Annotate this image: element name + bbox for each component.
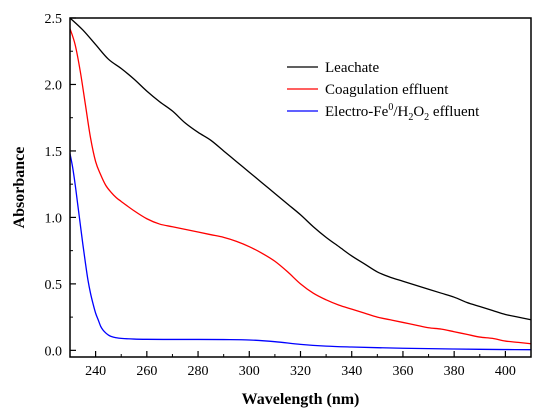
x-tick-label: 240	[85, 364, 106, 379]
y-axis-ticks: 0.0 0.5 1.0 1.5 2.0 2.5	[45, 12, 76, 359]
legend: Leachate Coagulation effluent Electro-Fe0/…	[287, 60, 480, 123]
series-line-1	[69, 28, 532, 345]
legend-label-2: Electro-Fe0/H2O2 effluent	[325, 102, 480, 123]
y-tick-label: 2.0	[45, 78, 63, 93]
x-axis-title: Wavelength (nm)	[242, 391, 360, 408]
x-tick-label: 260	[136, 364, 157, 379]
y-tick-label: 2.5	[45, 12, 63, 27]
x-tick-label: 400	[495, 364, 516, 379]
series-line-0	[69, 17, 532, 321]
series-line-2	[69, 153, 532, 351]
x-tick-label: 360	[392, 364, 413, 379]
x-axis-ticks: 240 260 280 300 320 340 360 380 400	[69, 351, 532, 379]
x-tick-label: 320	[290, 364, 311, 379]
y-tick-label: 1.0	[45, 211, 63, 226]
y-tick-label: 0.0	[45, 344, 63, 359]
legend-label-1: Coagulation effluent	[325, 82, 449, 98]
x-tick-label: 280	[188, 364, 209, 379]
series-curves	[69, 17, 532, 351]
x-tick-label: 340	[341, 364, 362, 379]
legend-label-0: Leachate	[325, 60, 379, 76]
x-tick-label: 380	[444, 364, 465, 379]
axes	[69, 17, 532, 358]
plot-frame	[69, 17, 532, 358]
y-axis-title: Absorbance	[11, 147, 28, 229]
x-tick-label: 300	[239, 364, 260, 379]
y-tick-label: 0.5	[45, 278, 63, 293]
y-tick-label: 1.5	[45, 145, 63, 160]
